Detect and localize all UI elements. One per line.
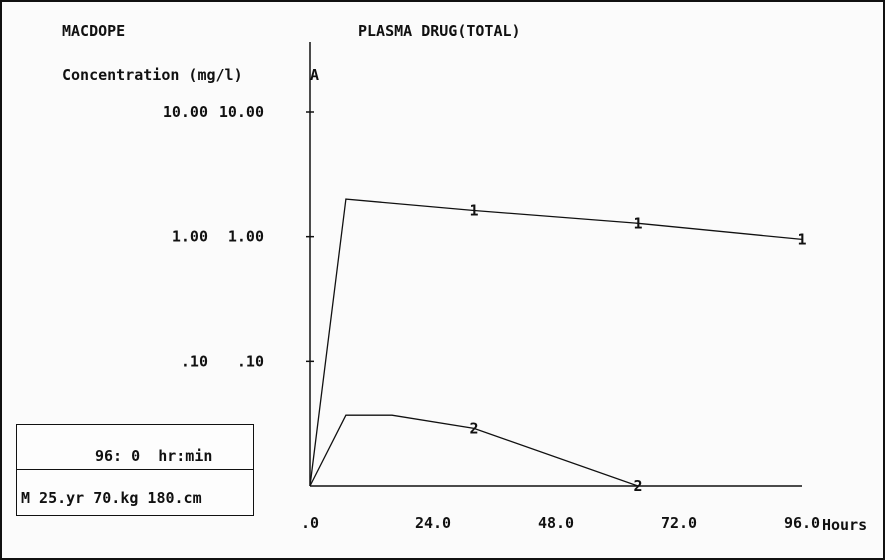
- series-1-marker: 1: [633, 214, 642, 232]
- y-tick-label-right: .10: [237, 352, 264, 370]
- y-tick-label-right: 10.00: [219, 103, 264, 121]
- y-tick-label-right: 1.00: [228, 228, 264, 246]
- chart-title: PLASMA DRUG(TOTAL): [358, 22, 521, 40]
- series-1-line: [309, 198, 803, 487]
- elapsed-unit: hr:min: [158, 447, 213, 465]
- y-tick-label-left: 10.00: [163, 103, 208, 121]
- x-tick-label: 72.0: [661, 514, 697, 532]
- info-divider: [17, 469, 253, 470]
- app-name: MACDOPE: [62, 22, 126, 40]
- x-tick-label: 48.0: [538, 514, 574, 532]
- series-1-marker: 1: [797, 230, 806, 248]
- series-2-marker: 2: [633, 477, 642, 495]
- info-panel: 96: 0 hr:min M 25.yr 70.kg 180.cm: [16, 424, 254, 516]
- x-tick-label: 96.0: [784, 514, 820, 532]
- series-2-marker: 2: [469, 419, 478, 437]
- series-2-line: [309, 414, 639, 487]
- elapsed-value: 96: 0: [95, 447, 141, 465]
- y-tick-label-left: 1.00: [172, 228, 208, 246]
- patient-info: M 25.yr 70.kg 180.cm: [21, 489, 202, 507]
- x-axis-label: Hours: [822, 516, 868, 534]
- y-axis-label: Concentration (mg/l): [62, 66, 243, 84]
- y-tick-label-left: .10: [181, 352, 208, 370]
- x-tick-label: .0: [301, 514, 319, 532]
- series-1-marker: 1: [469, 202, 478, 220]
- elapsed-time: 96: 0 hr:min: [95, 449, 212, 464]
- x-tick-label: 24.0: [415, 514, 451, 532]
- axis-marker: A: [310, 66, 320, 84]
